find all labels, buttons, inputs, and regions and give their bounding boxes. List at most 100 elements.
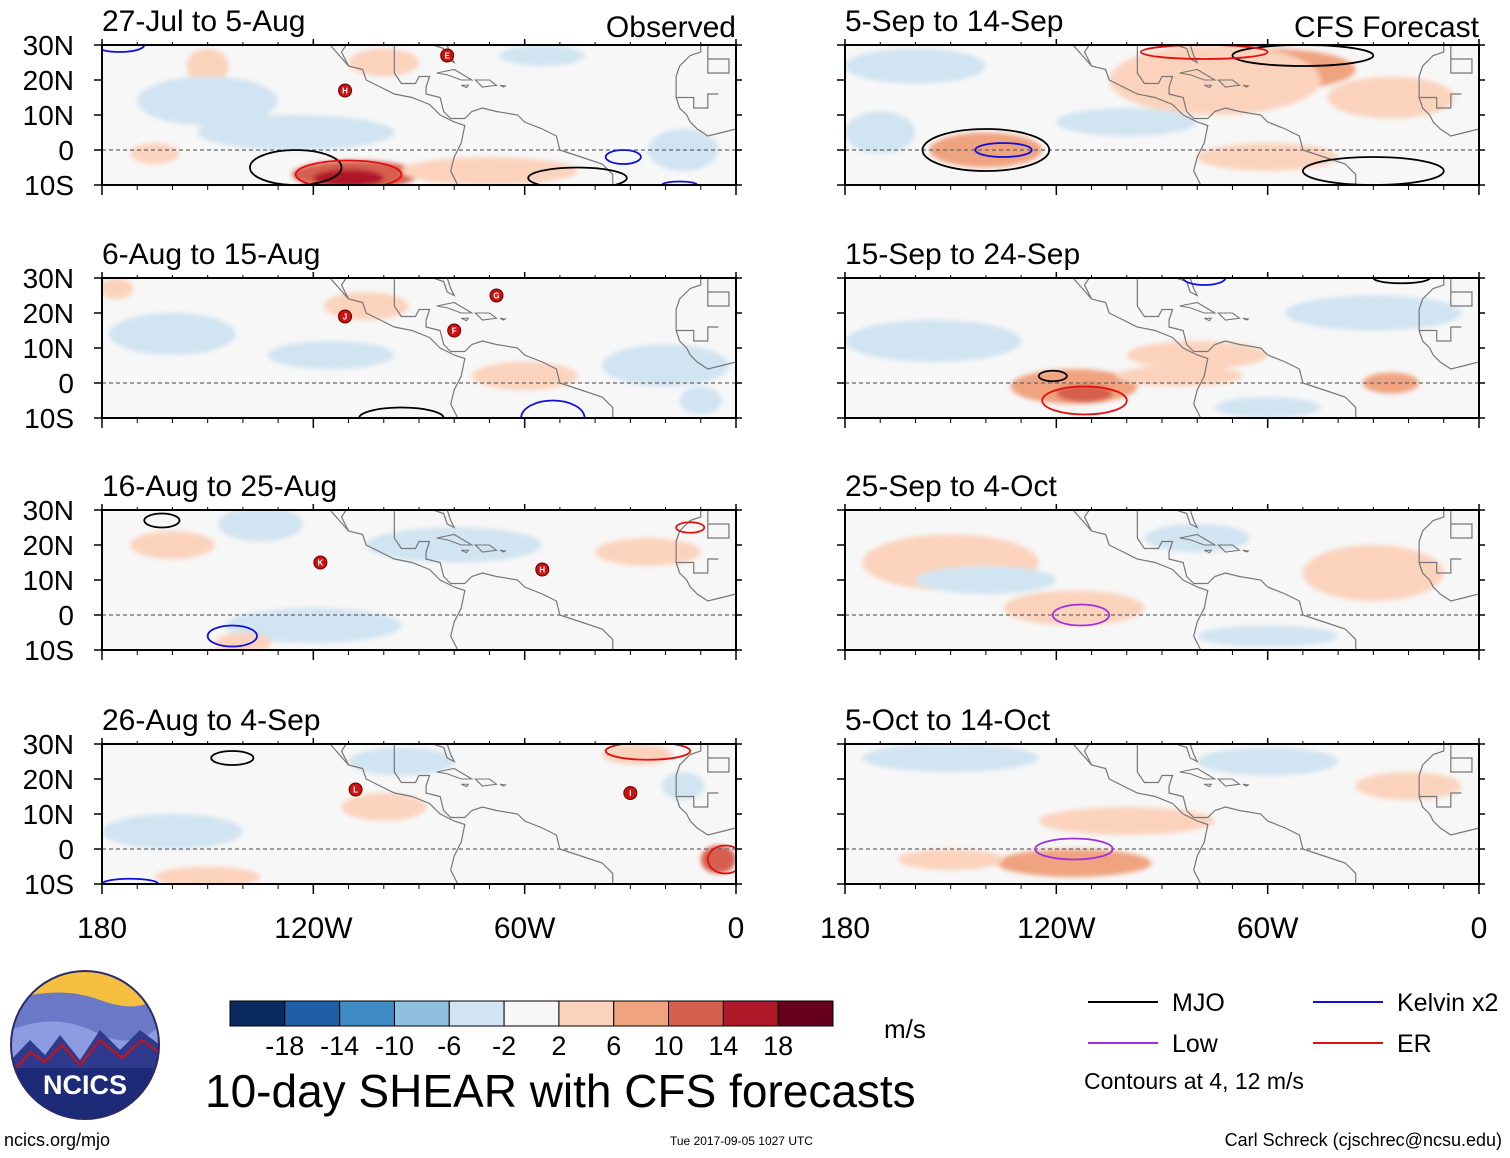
y-tick-label: 10N <box>23 100 74 131</box>
storm-symbol <box>313 555 328 570</box>
panel-period-label: 26-Aug to 4-Sep <box>102 704 320 737</box>
island <box>436 767 474 780</box>
colorbar-units: m/s <box>884 1014 926 1044</box>
wave-contour <box>1139 45 1269 60</box>
shear-field <box>845 295 1462 418</box>
island <box>1204 549 1213 554</box>
coastline <box>1137 45 1199 64</box>
legend-label: MJO <box>1172 989 1225 1017</box>
coastline <box>1137 744 1199 763</box>
shear-anomaly-area <box>267 341 395 369</box>
storm-symbol <box>489 288 504 303</box>
storm-label: L <box>353 786 358 795</box>
coastline <box>1137 510 1199 529</box>
shear-anomaly-area <box>700 845 736 874</box>
shear-anomaly-area <box>1362 372 1420 394</box>
island <box>1179 533 1217 546</box>
coastline <box>1450 510 1473 539</box>
map-panel: K H 30N 20N 10N 0 10S 16-Aug to 25-Aug <box>23 470 742 666</box>
shear-anomaly-area <box>366 527 543 563</box>
shear-anomaly-area <box>1003 590 1145 626</box>
coastline <box>676 558 719 574</box>
colorbar-tick-label: -2 <box>492 1031 516 1061</box>
shear-field <box>130 45 719 185</box>
coastline <box>394 510 456 529</box>
colorbar-tick-label: 10 <box>654 1031 684 1061</box>
y-tick-label: 20N <box>23 764 74 795</box>
shear-anomaly-area <box>1197 143 1339 171</box>
y-tick-label: 0 <box>58 600 74 631</box>
coastline <box>393 45 614 185</box>
shear-anomaly-area <box>348 48 419 77</box>
island <box>1217 778 1241 787</box>
shear-anomaly-area <box>218 510 303 542</box>
shear-anomaly-area <box>154 866 261 884</box>
shear-anomaly-area <box>130 143 180 164</box>
shear-anomaly-area <box>341 793 427 821</box>
storm-marker: G <box>489 288 504 303</box>
colorbar-bin <box>558 1000 615 1027</box>
storm-symbol <box>623 786 638 800</box>
wave-contour <box>294 159 403 185</box>
shear-anomaly-area <box>595 538 701 566</box>
island <box>1217 312 1241 321</box>
shear-anomaly-area <box>313 169 384 185</box>
shear-anomaly-area <box>323 292 409 320</box>
coastline <box>295 510 466 650</box>
forecast-label: CFS Forecast <box>1294 11 1480 44</box>
shear-anomaly-area <box>137 76 279 126</box>
coastline <box>393 744 614 884</box>
colorbar-tick-label: 18 <box>763 1031 793 1061</box>
shear-anomaly-area <box>130 531 215 559</box>
coastline <box>1038 45 1209 185</box>
storm-label: E <box>445 52 451 61</box>
coastline <box>675 510 736 602</box>
island <box>461 317 470 322</box>
storm-symbol <box>348 782 363 797</box>
map-panel: 5-Oct to 14-Oct 180 120W 60W 0 <box>820 704 1487 945</box>
x-tick-label: 180 <box>77 912 127 945</box>
y-tick-label: 10S <box>24 403 74 434</box>
coastline <box>1083 45 1093 67</box>
map-panel: 15-Sep to 24-Sep <box>837 238 1485 428</box>
y-tick-label: 20N <box>23 298 74 329</box>
wave-contour <box>1182 278 1227 286</box>
x-tick-label: 120W <box>274 912 353 945</box>
island <box>436 533 474 546</box>
colorbar-tick-label: -14 <box>320 1031 359 1061</box>
storm-label: G <box>493 292 499 301</box>
shear-anomaly-area <box>602 744 673 765</box>
shear-anomaly-area <box>1197 625 1339 647</box>
shear-anomaly-area <box>1144 524 1251 552</box>
y-tick-label: 30N <box>23 30 74 61</box>
island <box>1204 317 1213 322</box>
shear-anomaly-area <box>845 111 916 154</box>
coastline <box>676 93 719 109</box>
coastline <box>295 45 466 185</box>
coastline <box>675 278 736 370</box>
colorbar-tick-label: 14 <box>708 1031 738 1061</box>
storm-label: F <box>452 327 457 336</box>
coastline <box>676 326 719 342</box>
storm-marker: H <box>535 562 550 577</box>
wave-contour <box>661 180 699 185</box>
footer-timestamp: Tue 2017-09-05 1027 UTC <box>670 1134 813 1148</box>
colorbar-bin <box>668 1000 724 1027</box>
y-tick-label: 0 <box>58 834 74 865</box>
logo-rim <box>10 970 160 1120</box>
panel-period-label: 27-Jul to 5-Aug <box>102 5 305 38</box>
coastline <box>394 278 456 297</box>
wave-contour <box>974 142 1033 158</box>
colorbar-bin <box>448 1000 505 1027</box>
wave-contour <box>706 844 736 875</box>
wave-contour <box>210 750 255 766</box>
panel-period-label: 16-Aug to 25-Aug <box>102 470 337 503</box>
legend: MJO Kelvin x2 Low ER <box>1088 989 1498 1058</box>
coastline <box>1419 558 1462 574</box>
y-tick-label: 10N <box>23 565 74 596</box>
island <box>1217 79 1241 88</box>
x-tick-label: 180 <box>820 912 870 945</box>
coastline <box>1136 278 1357 418</box>
panel-period-label: 6-Aug to 15-Aug <box>102 238 320 271</box>
coastline <box>393 278 614 418</box>
